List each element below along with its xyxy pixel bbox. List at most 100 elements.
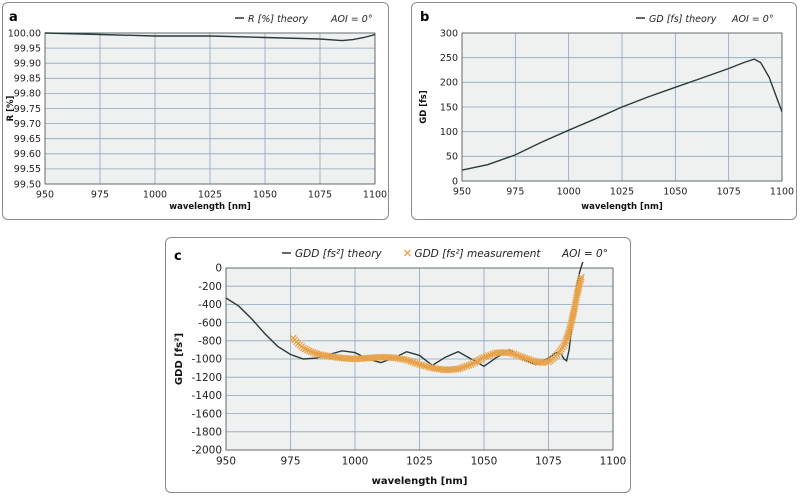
x-tick-label: 1025 bbox=[198, 190, 222, 201]
x-tick-label: 975 bbox=[91, 190, 109, 201]
measurement-point bbox=[313, 350, 321, 358]
y-tick-label: 99.80 bbox=[14, 89, 41, 100]
measurement-point bbox=[560, 341, 568, 349]
y-axis-label: R [%] bbox=[6, 95, 16, 121]
x-tick-label: 1050 bbox=[663, 187, 687, 198]
panel-letter: b bbox=[420, 10, 429, 25]
measurement-point bbox=[482, 352, 490, 360]
y-tick-label: -1600 bbox=[191, 408, 222, 420]
x-tick-label: 950 bbox=[216, 456, 236, 468]
measurement-point bbox=[565, 330, 572, 337]
chart-a-svg: 950 975 1000 1025 1050 1075 1100 99.50 99.55 99.6… bbox=[6, 10, 387, 212]
y-tick-label: -1000 bbox=[191, 354, 222, 366]
measurement-point bbox=[484, 352, 492, 360]
measurement-point bbox=[510, 350, 518, 358]
measurement-point bbox=[525, 355, 533, 363]
x-tick-label: 1075 bbox=[717, 187, 741, 198]
y-axis-label: GDD [fs²] bbox=[174, 333, 185, 385]
measurement-point bbox=[480, 353, 488, 361]
legend-label: GDD [fs²] theory bbox=[295, 248, 383, 260]
x-tick-label: 1025 bbox=[610, 187, 634, 198]
measurement-point bbox=[506, 349, 514, 357]
x-tick-label: 1000 bbox=[342, 456, 369, 468]
measurement-point bbox=[517, 352, 525, 360]
measurement-point bbox=[519, 353, 527, 361]
x-axis-label: wavelength [nm] bbox=[581, 202, 663, 212]
y-tick-label: 99.60 bbox=[14, 149, 41, 160]
x-tick-label: 1050 bbox=[253, 190, 277, 201]
x-tick-label: 1100 bbox=[600, 456, 627, 468]
y-tick-label: 0 bbox=[215, 263, 222, 275]
measurement-point bbox=[465, 361, 473, 369]
y-tick-label: 300 bbox=[440, 28, 458, 39]
aoi-annotation: AOI = 0° bbox=[731, 14, 774, 25]
x-tick-label: 950 bbox=[36, 190, 54, 201]
x-tick-label: 1025 bbox=[406, 456, 433, 468]
measurement-point bbox=[527, 356, 535, 364]
y-tick-label: 99.55 bbox=[14, 164, 41, 175]
y-tick-label: 99.95 bbox=[14, 43, 41, 54]
measurement-point bbox=[459, 364, 466, 371]
y-tick-label: 100 bbox=[440, 127, 458, 138]
y-tick-label: -1400 bbox=[191, 390, 222, 402]
measurement-point bbox=[512, 351, 520, 359]
x-tick-label: 1075 bbox=[535, 456, 562, 468]
measurement-point bbox=[411, 359, 419, 367]
y-axis-label: GD [fs] bbox=[419, 90, 429, 124]
x-tick-label: 1000 bbox=[557, 187, 581, 198]
y-tick-label: -400 bbox=[198, 299, 222, 311]
measurement-point bbox=[305, 347, 313, 355]
measurement-point bbox=[454, 365, 462, 373]
measurement-point bbox=[299, 344, 307, 352]
measurement-point bbox=[486, 351, 494, 359]
x-tick-label: 1000 bbox=[143, 190, 167, 201]
chart-b-svg: 950 975 1000 1025 1050 1075 1100 0 50 100 150 200 25… bbox=[419, 10, 794, 212]
legend-label: R [%] theory bbox=[248, 14, 308, 25]
y-tick-label: 99.85 bbox=[14, 74, 41, 85]
plot-frame bbox=[44, 32, 376, 185]
legend-swatch-measurement bbox=[403, 249, 411, 257]
panel-letter: c bbox=[174, 249, 182, 264]
measurement-point bbox=[563, 333, 571, 341]
measurement-point bbox=[514, 352, 522, 360]
measurement-point bbox=[564, 331, 572, 339]
y-tick-label: 99.90 bbox=[14, 59, 41, 70]
chart-panel-c: 950 975 1000 1025 1050 1075 1100 0 -200 -400 -600 -… bbox=[165, 237, 631, 493]
measurement-point bbox=[309, 348, 317, 356]
legend-label: GD [fs] theory bbox=[649, 14, 717, 25]
y-tick-label: 99.65 bbox=[14, 134, 41, 145]
measurement-point bbox=[303, 346, 311, 354]
x-tick-label: 1050 bbox=[471, 456, 498, 468]
measurement-point bbox=[409, 358, 417, 366]
x-axis-label: wavelength [nm] bbox=[372, 476, 468, 487]
measurement-point bbox=[405, 357, 413, 365]
measurement-point bbox=[561, 339, 569, 347]
x-tick-label: 950 bbox=[453, 187, 471, 198]
y-tick-label: -600 bbox=[198, 317, 222, 329]
measurement-point bbox=[311, 349, 319, 357]
y-tick-label: 0 bbox=[452, 176, 458, 187]
measurement-point bbox=[542, 358, 550, 366]
y-tick-label: 99.50 bbox=[14, 179, 41, 190]
measurement-point bbox=[576, 280, 583, 287]
chart-panel-a: 950 975 1000 1025 1050 1075 1100 99.50 99.55 99.6… bbox=[2, 2, 389, 220]
y-tick-label: 50 bbox=[446, 152, 458, 163]
y-tick-label: 100.00 bbox=[8, 28, 41, 39]
y-tick-label: 150 bbox=[440, 102, 458, 113]
legend-label: GDD [fs²] measurement bbox=[414, 248, 541, 260]
measurement-point bbox=[307, 348, 315, 356]
x-tick-label: 975 bbox=[506, 187, 524, 198]
measurement-point bbox=[577, 273, 585, 281]
y-tick-label: -1200 bbox=[191, 372, 222, 384]
x-tick-label: 975 bbox=[280, 456, 300, 468]
measurement-point bbox=[463, 362, 471, 370]
y-tick-label: -800 bbox=[198, 335, 222, 347]
chart-panel-b: 950 975 1000 1025 1050 1075 1100 0 50 100 150 200 25… bbox=[411, 2, 797, 220]
measurement-point bbox=[563, 335, 571, 343]
measurement-point bbox=[489, 350, 497, 358]
y-tick-label: 99.75 bbox=[14, 104, 41, 115]
measurement-point bbox=[456, 364, 464, 372]
plot-frame bbox=[225, 267, 614, 451]
measurement-point bbox=[413, 360, 421, 368]
measurement-point bbox=[539, 359, 547, 367]
